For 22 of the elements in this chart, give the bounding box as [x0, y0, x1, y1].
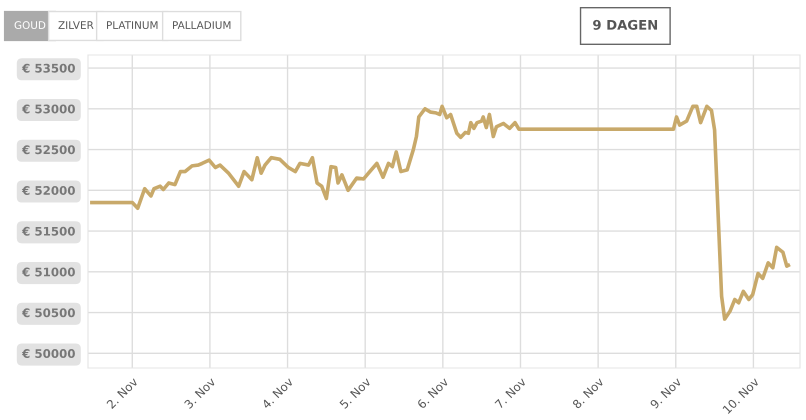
y-tick-label: € 53000	[22, 104, 75, 114]
text: GOUD	[14, 21, 46, 30]
text: PALLADIUM	[173, 21, 230, 30]
x-tick-label: 10. Nov	[722, 376, 760, 414]
y-tick-label: € 53500	[22, 64, 75, 73]
y-tick-label: € 52500	[22, 145, 75, 154]
x-tick-label: 8. Nov	[572, 376, 604, 410]
x-tick-label: 3. Nov	[184, 376, 216, 410]
x-tick-label: 7. Nov	[494, 376, 527, 410]
x-tick-label: 4. Nov	[261, 376, 294, 410]
y-tick-label: € 51500	[22, 226, 75, 236]
text: ZILVER	[58, 21, 94, 29]
text: PLATINUM	[107, 21, 158, 30]
text: 9 DAGEN	[593, 20, 658, 30]
y-tick-label: € 51000	[22, 268, 75, 276]
y-tick-label: € 50000	[22, 349, 75, 358]
y-tick-label: € 50500	[22, 308, 75, 318]
x-tick-label: 2. Nov	[106, 376, 138, 410]
x-tick-label: 6. Nov	[416, 376, 450, 410]
y-tick-label: € 52000	[22, 186, 75, 195]
x-tick-label: 9. Nov	[650, 376, 682, 410]
x-tick-label: 5. Nov	[339, 376, 372, 410]
